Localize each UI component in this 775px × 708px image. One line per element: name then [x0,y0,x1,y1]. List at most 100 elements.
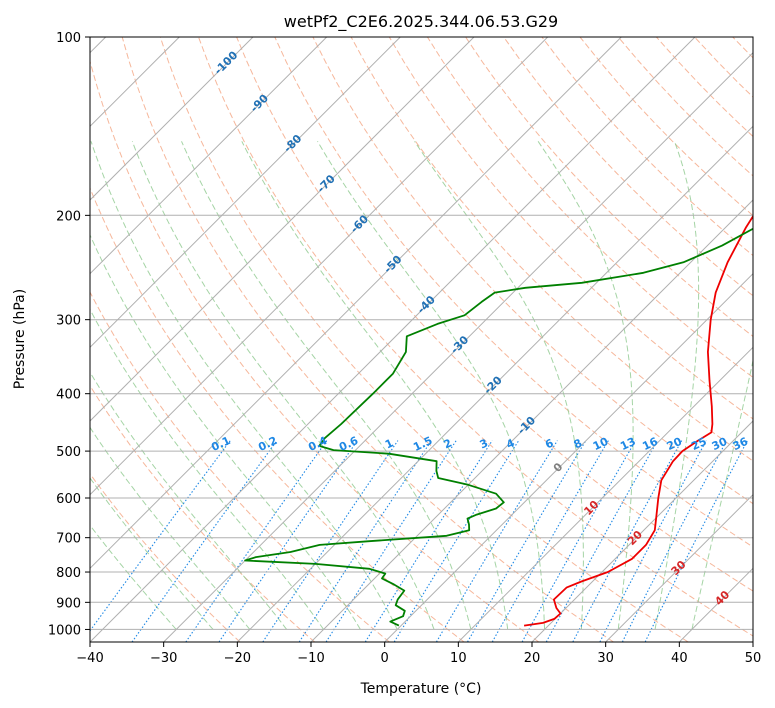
x-tick-label: −20 [224,651,251,666]
mixing-ratio-label: 30 [710,435,730,453]
dry-adiabat-line [90,59,540,642]
isotherm-line [457,346,753,642]
dry-adiabat-line [159,37,689,642]
dry-adiabat-line [90,472,241,642]
y-tick-label: 400 [56,388,81,403]
background-lines [90,37,753,642]
isotherm-line [90,37,328,275]
isotherm-label: -40 [415,293,438,316]
isotherm-line [752,641,753,642]
y-tick-label: 500 [56,445,81,460]
moist-adiabat-line [414,141,584,630]
moist-adiabat-line [691,358,753,630]
x-tick-label: −40 [76,651,103,666]
mixing-ratio-label: 10 [591,435,611,453]
isotherm-label: -90 [248,91,271,114]
x-tick-label: 50 [745,651,762,666]
moist-adiabat-line [90,233,361,630]
isotherm-label: -80 [281,132,304,155]
y-axis: 100 200 300 400 500 600 700 800 900 1000 [48,31,90,638]
isotherm-line [90,37,475,422]
mixing-ratio-line [572,440,683,642]
isotherm-line [90,37,549,496]
moist-adiabat-line [90,141,398,630]
mixing-ratio-line [599,440,707,642]
moist-adiabat-line [181,141,472,630]
dry-adiabat-line [465,37,753,338]
series-group [244,214,753,627]
isotherm-line [163,51,753,642]
y-axis-title: Pressure (hPa) [12,289,28,389]
x-axis-title: Temperature (°C) [360,681,482,697]
dry-adiabat-line [274,37,753,548]
moist-adiabat-line [317,141,546,630]
chart-title: wetPf2_C2E6.2025.344.06.53.G29 [284,12,558,32]
isotherm-label: -30 [448,333,471,356]
isotherm-line [531,420,753,642]
mixing-ratio-label: 6 [543,436,556,451]
isotherm-line [678,567,753,642]
dry-adiabat-line [236,37,753,592]
isotherm-line [90,37,696,642]
isotherm-label: 40 [712,588,732,608]
mixing-ratio-line [185,440,328,642]
mixing-ratio-label: 36 [731,435,751,453]
y-tick-label: 900 [56,596,81,611]
mixing-ratio-line [298,440,432,642]
isotherm-line [90,37,622,570]
dry-adiabat-line [503,37,753,297]
mixing-ratio-label: 20 [665,435,685,453]
mixing-ratio-label: 2 [442,436,454,451]
moist-adiabat-line [241,141,509,630]
mixing-ratio-label: 13 [618,435,637,453]
dry-adiabat-line [90,384,316,642]
y-tick-label: 700 [56,532,81,547]
isotherm-label: -50 [381,253,404,276]
mixing-ratio-line [325,440,457,642]
grid-lines [90,37,753,642]
isotherm-label: 10 [581,498,601,518]
mixing-ratio-line [491,440,609,642]
isotherm-line [605,493,753,642]
x-tick-label: −30 [150,651,177,666]
mixing-ratio-line [218,440,358,642]
isotherm-line [310,199,753,642]
mixing-ratio-line [435,440,558,642]
dry-adiabat-line [694,37,753,98]
moist-adiabat-line [90,477,214,630]
x-axis: −40 −30 −20 −10 0 10 20 30 40 50 [76,642,761,666]
isotherm-label: -100 [212,48,241,77]
isotherm-label: 30 [669,558,689,578]
dry-adiabat-line [426,37,753,378]
moist-adiabat-line [90,426,251,630]
mixing-ratio-line [262,440,399,642]
y-tick-label: 600 [56,492,81,507]
temperature-line [523,214,753,627]
mixing-ratio-line [90,440,231,632]
moist-adiabat-line [537,141,634,630]
dry-adiabat-line [350,37,753,462]
isotherm-line [384,272,753,642]
dry-adiabat-line [90,291,390,642]
dry-adiabat-line [541,37,753,257]
x-tick-label: 40 [671,651,688,666]
x-tick-label: 30 [597,651,614,666]
mixing-ratio-line [467,440,587,642]
isotherm-label: 20 [625,528,645,548]
moist-adiabat-line [90,371,288,630]
isotherm-label: 0 [551,460,566,475]
x-tick-label: 10 [450,651,467,666]
mixing-ratio-line [364,440,493,642]
isotherm-line [90,37,401,349]
dry-adiabat-line [90,186,465,642]
y-tick-label: 800 [56,566,81,581]
moist-adiabat-line [131,141,435,630]
line-labels: 0.1 0.2 0.4 0.6 1 1.5 2 3 4 6 8 10 13 16 20 25 30 36-100-… [209,48,750,608]
x-tick-label: 20 [524,651,541,666]
dry-adiabat-line [312,37,753,505]
mixing-ratio-line [393,440,520,642]
x-tick-label: 0 [381,651,389,666]
y-tick-label: 300 [56,314,81,329]
plot-frame [89,36,754,643]
